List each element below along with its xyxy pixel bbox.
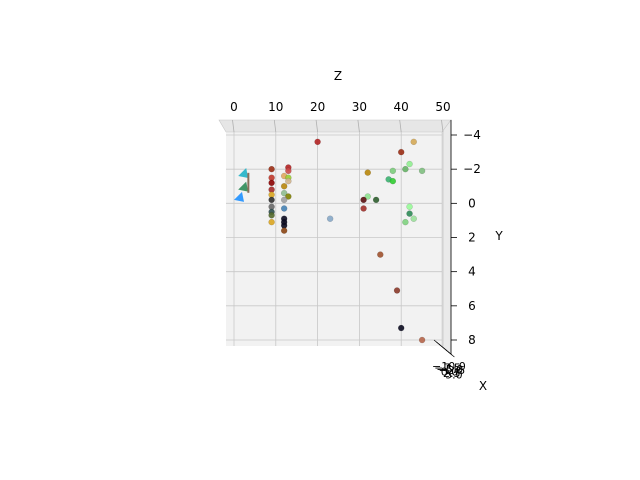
x-tick-label: 5.0 [445, 368, 463, 381]
x-tick-label: −5.0 [436, 363, 463, 376]
y-tick-label: −2 [463, 162, 481, 176]
data-point [402, 165, 409, 173]
axes: 0 10 20 30 40 50 −4 −2 0 2 4 6 8−10.0−7.5−5.0−2.50.0… [230, 100, 481, 381]
z-gridline-top [399, 119, 402, 133]
scatter-points [268, 138, 426, 344]
data-point [285, 167, 292, 175]
z-gridline-top [441, 119, 444, 133]
y-tick-label: 4 [468, 265, 476, 279]
vector-marker [234, 191, 244, 202]
z-tick-label: 0 [230, 100, 238, 114]
data-point [406, 160, 413, 168]
data-point [280, 227, 288, 234]
z-gridline-top [232, 119, 235, 133]
data-point [410, 138, 417, 146]
data-point [326, 215, 334, 222]
data-point [402, 218, 409, 226]
left-markers [234, 168, 250, 202]
z-tick-label: 10 [268, 100, 283, 114]
vector-marker [238, 181, 249, 192]
data-point [280, 196, 288, 204]
z-tick-label: 20 [310, 100, 325, 114]
data-point [372, 196, 380, 204]
top-pane [218, 119, 452, 133]
data-point [268, 218, 275, 226]
data-point [285, 193, 292, 200]
z-gridline-top [357, 119, 360, 133]
x-axis-label: X [479, 379, 487, 393]
data-point [406, 210, 413, 217]
data-point [393, 287, 401, 294]
data-point [280, 205, 288, 212]
x-tick-label: −10.0 [432, 360, 466, 373]
data-point [360, 196, 367, 204]
data-point [406, 203, 413, 210]
data-point [389, 177, 397, 185]
data-point [398, 148, 405, 156]
data-point [410, 215, 417, 222]
y-tick-label: 2 [468, 231, 476, 245]
z-gridline-top [273, 119, 277, 133]
data-point [285, 177, 292, 185]
data-point [268, 196, 275, 204]
data-point [418, 167, 426, 175]
vector-marker [238, 168, 249, 178]
z-tick-label: 40 [394, 100, 409, 114]
data-point [364, 193, 371, 200]
back-pane [226, 126, 442, 346]
data-point [364, 169, 371, 176]
y-tick-label: 0 [468, 196, 476, 210]
x-tick-label: 0.0 [441, 366, 459, 379]
x-tick-label: −7.5 [434, 361, 461, 374]
z-tick-label: 30 [352, 100, 367, 114]
data-point [280, 189, 288, 197]
data-point [314, 138, 321, 146]
data-point [268, 165, 275, 173]
data-point [418, 336, 426, 344]
data-point [389, 167, 397, 175]
x-tick-label: 2.5 [443, 367, 461, 380]
x-tick [448, 351, 455, 358]
data-point [268, 179, 275, 187]
y-tick-label: −4 [463, 128, 481, 142]
data-point [398, 324, 405, 332]
z-gridline-top [315, 119, 318, 133]
z-tick-label: 50 [435, 100, 450, 114]
y-tick-label: 6 [468, 299, 476, 313]
y-axis-label: Y [494, 229, 503, 243]
z-axis-label: Z [334, 69, 342, 83]
data-point [268, 212, 275, 219]
data-point [360, 205, 367, 212]
x-tick-label: −2.5 [439, 364, 466, 377]
y-tick-label: 8 [468, 333, 476, 347]
data-point [280, 183, 288, 190]
data-point [377, 251, 384, 258]
